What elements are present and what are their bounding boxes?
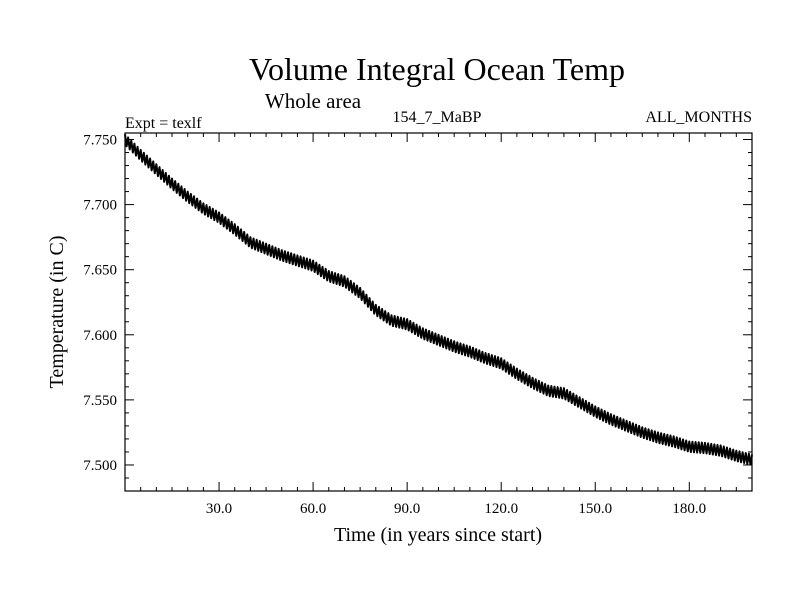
y-tick-label: 7.700 <box>83 198 117 214</box>
series-line <box>124 134 753 466</box>
months-label: ALL_MONTHS <box>645 109 752 126</box>
x-tick-label: 90.0 <box>394 501 420 517</box>
y-tick-label: 7.550 <box>83 393 117 409</box>
x-tick-label: 180.0 <box>672 501 706 517</box>
x-axis-label: Time (in years since start) <box>334 524 542 546</box>
x-tick-label: 30.0 <box>206 501 232 517</box>
y-axis-label: Temperature (in C) <box>46 236 68 389</box>
y-tick-label: 7.600 <box>83 328 117 344</box>
axis-tick-labels: 30.0 60.0 90.0 120.0 150.0 180.0 7.500 7.550 7.6… <box>83 133 706 517</box>
y-tick-label: 7.750 <box>83 133 117 149</box>
x-tick-label: 60.0 <box>300 501 326 517</box>
run-id-label: 154_7_MaBP <box>393 109 482 126</box>
y-tick-label: 7.500 <box>83 458 117 474</box>
chart-subtitle: Whole area <box>265 89 362 113</box>
experiment-label: Expt = texlf <box>125 115 202 132</box>
x-tick-label: 150.0 <box>578 501 612 517</box>
chart-title: Volume Integral Ocean Temp <box>249 51 625 87</box>
axis-ticks <box>125 133 752 491</box>
plot-frame <box>124 132 753 492</box>
y-tick-label: 7.650 <box>83 263 117 279</box>
x-tick-label: 120.0 <box>484 501 518 517</box>
